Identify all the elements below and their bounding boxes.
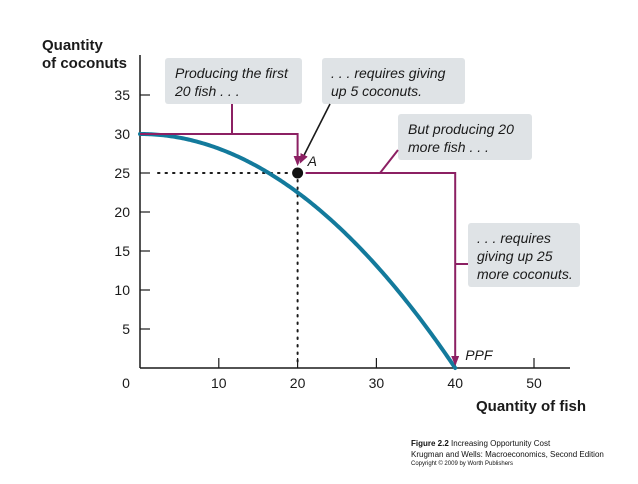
- figure-caption: Figure 2.2 Increasing Opportunity Cost K…: [411, 438, 633, 469]
- caption-title-line: Figure 2.2 Increasing Opportunity Cost: [411, 438, 633, 449]
- guides-layer: [157, 172, 299, 365]
- point-layer: A PPF: [292, 153, 494, 363]
- arrow-20-more-fish: [305, 172, 460, 366]
- x-tick-label: 20: [290, 375, 306, 391]
- x-tick-label: 40: [447, 375, 463, 391]
- y-tick-label: 25: [114, 165, 130, 181]
- annotation-text: more fish . . .: [408, 139, 489, 155]
- point-a-label: A: [307, 153, 317, 169]
- annotation-box-requires-25: [468, 223, 580, 287]
- arrows-layer: [140, 103, 468, 366]
- caption-figure-number: Figure 2.2: [411, 439, 449, 448]
- point-a-marker: [292, 167, 304, 179]
- annotation-text: 20 fish . . .: [174, 83, 240, 99]
- annotation-text: more coconuts.: [477, 266, 573, 282]
- caption-copyright: Copyright © 2009 by Worth Publishers: [411, 461, 514, 467]
- annotation-box-producing-first: [165, 58, 302, 104]
- y-tick-label: 20: [114, 204, 130, 220]
- connector-producing-20-more: [379, 149, 399, 174]
- annotation-text: But producing 20: [408, 121, 514, 137]
- x-tick-label: 10: [211, 375, 227, 391]
- annotation-requires-5: . . . requires giving up 5 coconuts.: [322, 58, 465, 104]
- caption-figure-title: Increasing Opportunity Cost: [451, 439, 551, 448]
- annotation-text: . . . requires: [477, 230, 551, 246]
- ticks-layer: 5 10 15 20 25 30 35 0 10 20 30 40 50: [114, 87, 542, 391]
- x-tick-label: 0: [122, 375, 130, 391]
- y-tick-label: 35: [114, 87, 130, 103]
- annotation-text: Producing the first: [175, 65, 289, 81]
- ppf-label: PPF: [465, 347, 494, 363]
- y-axis-label-line-1: Quantity: [42, 37, 103, 54]
- ppf-curve: [138, 132, 458, 370]
- annotation-producing-20-more: But producing 20 more fish . . .: [398, 114, 532, 160]
- x-axis-label: Quantity of fish: [476, 398, 586, 415]
- caption-source: Krugman and Wells: Macroeconomics, Secon…: [411, 450, 604, 459]
- annotation-requires-25: . . . requires giving up 25 more coconut…: [468, 223, 580, 287]
- annotation-box-requires-5: [322, 58, 465, 104]
- arrow-first-20-fish: [140, 133, 302, 166]
- y-tick-label: 15: [114, 243, 130, 259]
- y-tick-label: 30: [114, 126, 130, 142]
- annotation-producing-first: Producing the first 20 fish . . .: [165, 58, 302, 104]
- annotation-box-producing-20-more: [398, 114, 532, 160]
- annotation-text: giving up 25: [477, 248, 553, 264]
- curve-layer: [138, 132, 458, 370]
- x-tick-label: 30: [369, 375, 385, 391]
- x-tick-label: 50: [526, 375, 542, 391]
- y-tick-label: 10: [114, 282, 130, 298]
- y-axis-label-line-2: of coconuts: [42, 55, 127, 72]
- annotation-text: up 5 coconuts.: [331, 83, 422, 99]
- connector-requires-5: [299, 103, 331, 164]
- annotation-text: . . . requires giving: [331, 65, 446, 81]
- y-tick-label: 5: [122, 321, 130, 337]
